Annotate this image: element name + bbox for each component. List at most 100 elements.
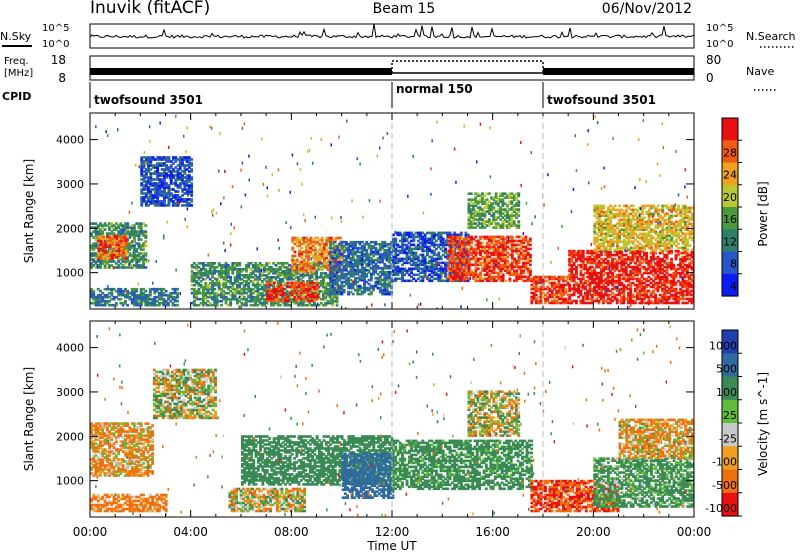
range-gate-cell bbox=[135, 256, 139, 259]
range-gate-cell bbox=[581, 273, 585, 277]
range-gate-cell bbox=[338, 266, 341, 270]
range-gate-cell bbox=[325, 260, 329, 264]
range-gate-cell bbox=[137, 293, 141, 297]
range-gate-cell bbox=[172, 174, 175, 177]
range-gate-cell bbox=[499, 249, 503, 253]
range-gate-cell bbox=[229, 301, 233, 305]
range-gate-cell bbox=[320, 236, 324, 240]
range-gate-cell bbox=[331, 282, 335, 286]
range-gate-cell bbox=[320, 242, 324, 246]
range-gate-cell bbox=[534, 289, 538, 293]
range-gate-cell bbox=[302, 238, 306, 242]
range-gate-cell bbox=[579, 253, 583, 257]
range-gate-cell bbox=[372, 254, 375, 258]
range-gate-cell bbox=[367, 288, 371, 292]
range-gate-cell bbox=[92, 222, 96, 225]
range-gate-cell bbox=[197, 289, 201, 293]
range-gate-cell bbox=[333, 264, 337, 268]
range-gate-cell bbox=[432, 249, 436, 253]
range-gate-cell bbox=[139, 224, 143, 227]
range-gate-cell bbox=[329, 280, 332, 284]
range-gate-cell bbox=[190, 176, 194, 179]
range-gate-cell bbox=[557, 277, 561, 281]
range-gate-cell bbox=[324, 282, 328, 285]
range-gate-cell bbox=[497, 261, 501, 265]
range-gate-cell bbox=[144, 200, 148, 203]
range-gate-cell bbox=[494, 224, 498, 227]
range-gate-cell bbox=[394, 241, 398, 245]
range-gate-cell bbox=[466, 233, 470, 237]
range-gate-cell bbox=[478, 198, 482, 201]
range-gate-cell bbox=[137, 222, 141, 225]
range-gate-cell bbox=[360, 244, 364, 248]
range-gate-cell bbox=[197, 272, 201, 275]
range-gate-cell bbox=[534, 281, 538, 285]
range-gate-cell bbox=[272, 272, 276, 275]
range-gate-cell bbox=[483, 273, 487, 277]
range-gate-cell bbox=[374, 240, 378, 244]
range-gate-cell bbox=[331, 256, 335, 260]
range-gate-cell bbox=[396, 261, 400, 265]
range-gate-cell bbox=[385, 270, 389, 274]
range-gate-cell bbox=[163, 156, 166, 159]
range-gate-cell bbox=[555, 299, 559, 303]
range-gate-cell bbox=[256, 264, 260, 267]
range-gate-cell bbox=[176, 172, 180, 175]
range-gate-cell bbox=[376, 258, 380, 262]
range-gate-cell bbox=[106, 245, 110, 248]
range-gate-cell bbox=[238, 264, 242, 267]
range-gate-cell bbox=[470, 257, 473, 261]
range-gate-cell bbox=[470, 263, 473, 267]
range-gate-cell bbox=[181, 158, 184, 161]
range-gate-cell bbox=[96, 226, 100, 229]
range-gate-cell bbox=[294, 272, 298, 275]
range-gate-cell bbox=[454, 263, 458, 267]
range-gate-cell bbox=[229, 299, 233, 303]
range-gate-cell bbox=[340, 242, 344, 246]
range-gate-cell bbox=[599, 277, 603, 281]
range-gate-cell bbox=[581, 249, 585, 253]
range-gate-cell bbox=[314, 258, 317, 262]
range-gate-cell bbox=[208, 295, 212, 299]
range-gate-cell bbox=[151, 158, 155, 161]
range-gate-cell bbox=[128, 226, 132, 229]
range-gate-cell bbox=[283, 303, 287, 307]
range-gate-cell bbox=[430, 231, 434, 235]
range-gate-cell bbox=[570, 271, 574, 275]
range-gate-cell bbox=[539, 293, 543, 297]
range-gate-cell bbox=[559, 301, 563, 305]
nsearch-tick-low: 10^0 bbox=[706, 39, 733, 50]
range-gate-cell bbox=[149, 172, 153, 175]
range-gate-cell bbox=[376, 282, 380, 286]
range-gate-cell bbox=[570, 253, 574, 257]
range-gate-cell bbox=[238, 270, 242, 273]
range-gate-cell bbox=[240, 282, 244, 285]
range-gate-cell bbox=[524, 279, 528, 283]
range-gate-cell bbox=[435, 233, 438, 237]
range-gate-cell bbox=[249, 268, 253, 271]
range-gate-cell bbox=[144, 194, 148, 197]
range-gate-cell bbox=[483, 194, 487, 197]
range-gate-cell bbox=[122, 245, 126, 248]
range-gate-cell bbox=[539, 295, 543, 299]
range-gate-cell bbox=[135, 242, 139, 245]
range-gate-cell bbox=[149, 176, 153, 179]
range-gate-cell bbox=[245, 280, 248, 283]
range-gate-cell bbox=[140, 156, 144, 159]
range-gate-cell bbox=[119, 224, 123, 227]
range-gate-cell bbox=[139, 226, 143, 229]
range-gate-cell bbox=[185, 174, 189, 177]
range-gate-cell bbox=[105, 287, 109, 291]
range-gate-cell bbox=[192, 299, 196, 303]
range-gate-cell bbox=[510, 243, 514, 247]
range-gate-cell bbox=[190, 270, 194, 273]
range-gate-cell bbox=[172, 170, 175, 173]
range-gate-cell bbox=[314, 256, 317, 260]
range-gate-cell bbox=[586, 295, 590, 299]
range-gate-cell bbox=[147, 166, 150, 169]
range-gate-cell bbox=[167, 293, 170, 297]
range-gate-cell bbox=[602, 297, 605, 301]
range-gate-cell bbox=[344, 282, 348, 286]
range-gate-cell bbox=[300, 236, 304, 240]
range-gate-cell bbox=[192, 293, 196, 297]
